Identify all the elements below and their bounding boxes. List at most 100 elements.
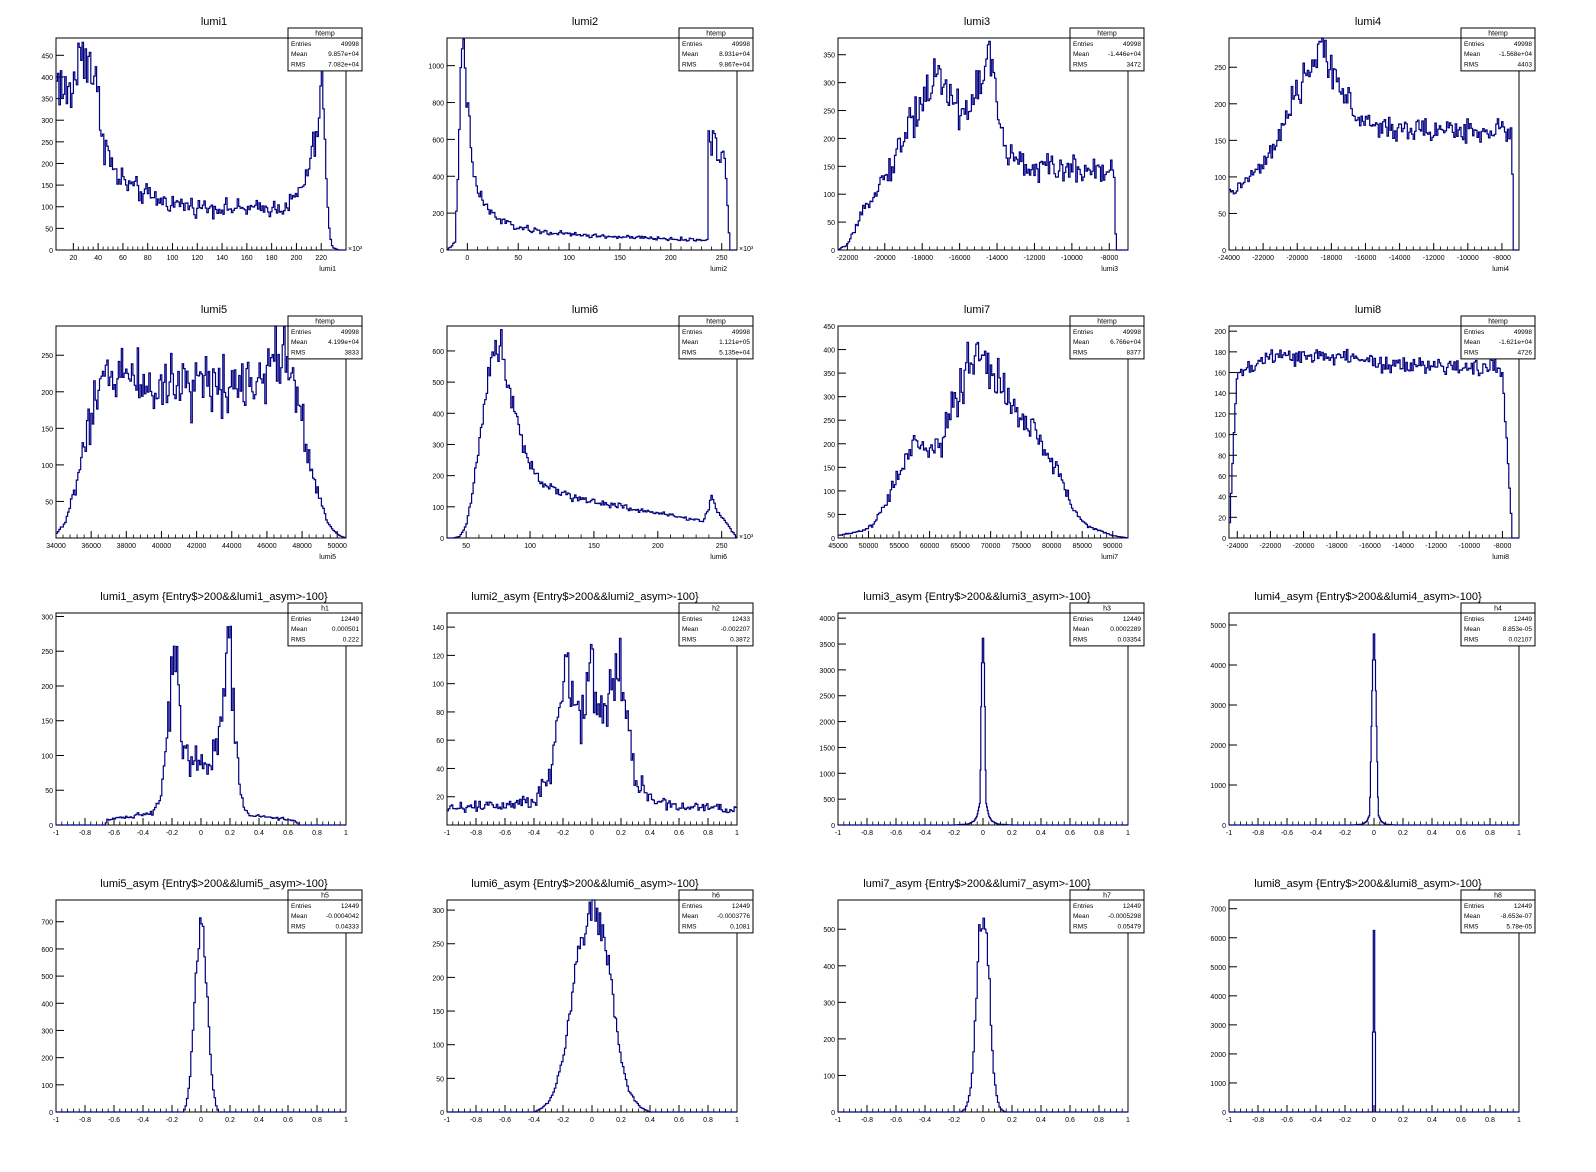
histogram-line [838,917,1128,1113]
y-tick-label: 500 [823,797,835,804]
x-tick-label: 45000 [828,543,848,550]
y-tick-label: 100 [823,489,835,496]
y-tick-label: 0 [440,1110,444,1117]
y-tick-label: 4000 [1210,663,1226,670]
stats-name: h8 [1494,893,1502,900]
x-tick-label: 90000 [1103,543,1123,550]
y-tick-label: 1000 [1210,1081,1226,1088]
stats-key: Entries [291,41,312,48]
stats-box [678,602,754,647]
x-tick-label: -1 [53,830,59,837]
x-tick-label: 60000 [920,543,940,550]
stats-box [1460,602,1536,647]
stats-box [678,315,754,360]
y-tick-label: 100 [41,205,53,212]
y-tick-label: 3000 [1210,703,1226,710]
panel-title: lumi2 [572,16,598,28]
x-tick-label: 0 [590,830,594,837]
y-tick-label: 140 [1214,391,1226,398]
y-tick-label: 5000 [1210,965,1226,972]
y-tick-label: 200 [41,684,53,691]
x-tick-label: 0.8 [1094,830,1104,837]
y-tick-label: 2500 [819,694,835,701]
stats-value: 3472 [1127,61,1142,68]
y-tick-label: 3000 [819,668,835,675]
y-tick-label: 1500 [819,745,835,752]
stats-key: Mean [1073,913,1090,920]
y-tick-label: 400 [823,348,835,355]
stats-name: h2 [712,606,720,613]
stats-name: h3 [1103,606,1111,613]
y-tick-label: 250 [432,942,444,949]
x-tick-label: -14000 [986,255,1008,262]
stats-key: Entries [1073,329,1094,336]
stats-box [678,27,754,72]
stats-value: 4726 [1518,349,1533,356]
stats-name: htemp [315,31,335,38]
x-tick-label: 80000 [1042,543,1062,550]
y-tick-label: 0 [831,823,835,830]
histogram-line [56,325,346,539]
y-tick-label: 150 [41,719,53,726]
x-tick-label: 34000 [46,543,66,550]
stats-box [1069,315,1145,360]
stats-value: 49998 [732,329,750,336]
y-tick-label: 450 [41,53,53,60]
x-tick-label: -22000 [1260,543,1282,550]
x-tick-label: -0.6 [1281,1117,1293,1124]
x-tick-label: 120 [191,255,203,262]
y-tick-label: 250 [1214,65,1226,72]
x-axis-label: lumi6 [710,554,727,561]
y-tick-label: 250 [823,109,835,116]
histogram-line [838,637,1128,826]
x-tick-label: -1 [1226,830,1232,837]
y-tick-label: 350 [823,371,835,378]
stats-key: Mean [682,51,699,58]
stats-box [1460,315,1536,360]
x-tick-label: 0.2 [1007,830,1017,837]
histogram-line [1229,348,1519,539]
x-tick-label: 44000 [222,543,242,550]
x-tick-label: -12000 [1024,255,1046,262]
y-tick-label: 60 [1218,474,1226,481]
x-tick-label: -1 [1226,1117,1232,1124]
stats-key: Mean [682,339,699,346]
y-tick-label: 50 [436,1076,444,1083]
stats-box [1460,27,1536,72]
stats-key: RMS [682,923,697,930]
stats-name: h7 [1103,893,1111,900]
y-tick-label: 800 [432,101,444,108]
stats-name: htemp [1097,31,1117,38]
y-tick-label: 50 [827,220,835,227]
x-tick-label: 1 [735,830,739,837]
x-tick-label: -0.8 [1252,830,1264,837]
x-tick-label: 0.4 [1427,1117,1437,1124]
stats-value: 12449 [341,616,359,623]
x-tick-label: 46000 [257,543,277,550]
y-tick-label: 250 [41,353,53,360]
x-tick-label: 0.8 [1485,1117,1495,1124]
x-tick-label: -12000 [1425,543,1447,550]
histogram-line [1229,929,1519,1113]
plot-frame [446,37,738,251]
y-tick-label: 0 [49,1110,53,1117]
stats-key: Entries [291,903,312,910]
y-tick-label: 500 [41,974,53,981]
x-tick-label: -0.6 [890,1117,902,1124]
y-tick-label: 250 [41,140,53,147]
x-tick-label: 0.6 [1065,1117,1075,1124]
stats-value: 0.04333 [336,923,360,930]
x-tick-label: 150 [614,255,626,262]
stats-key: RMS [1464,923,1479,930]
stats-box [287,27,363,72]
histogram-panel: lumi1 20 40 60 80 100 120 140 160 180 200 220 0 50 100… [41,16,363,273]
x-tick-label: 0.4 [254,830,264,837]
x-tick-label: 0.6 [674,1117,684,1124]
stats-key: Mean [1464,626,1481,633]
x-tick-label: -0.2 [557,830,569,837]
x-tick-label: 0.2 [225,830,235,837]
x-tick-label: 0.2 [616,830,626,837]
x-tick-label: -0.6 [890,830,902,837]
y-tick-label: 450 [823,324,835,331]
x-tick-label: 0.8 [1485,830,1495,837]
